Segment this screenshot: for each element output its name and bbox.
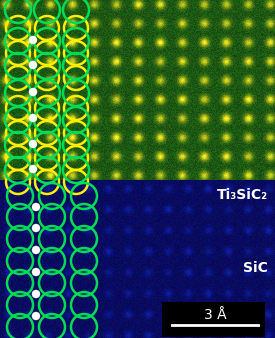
Circle shape bbox=[32, 246, 40, 254]
Text: 3 Å: 3 Å bbox=[204, 308, 226, 322]
Circle shape bbox=[29, 61, 37, 69]
Circle shape bbox=[32, 268, 40, 276]
Text: Ti₃SiC₂: Ti₃SiC₂ bbox=[217, 188, 268, 202]
Circle shape bbox=[29, 36, 37, 44]
Circle shape bbox=[29, 140, 37, 148]
Circle shape bbox=[29, 165, 37, 173]
Circle shape bbox=[29, 114, 37, 122]
Circle shape bbox=[32, 312, 40, 320]
Circle shape bbox=[32, 224, 40, 232]
Text: SiC: SiC bbox=[243, 261, 268, 275]
Circle shape bbox=[32, 203, 40, 211]
Circle shape bbox=[29, 88, 37, 96]
Circle shape bbox=[32, 290, 40, 298]
Bar bbox=[162, 302, 265, 337]
